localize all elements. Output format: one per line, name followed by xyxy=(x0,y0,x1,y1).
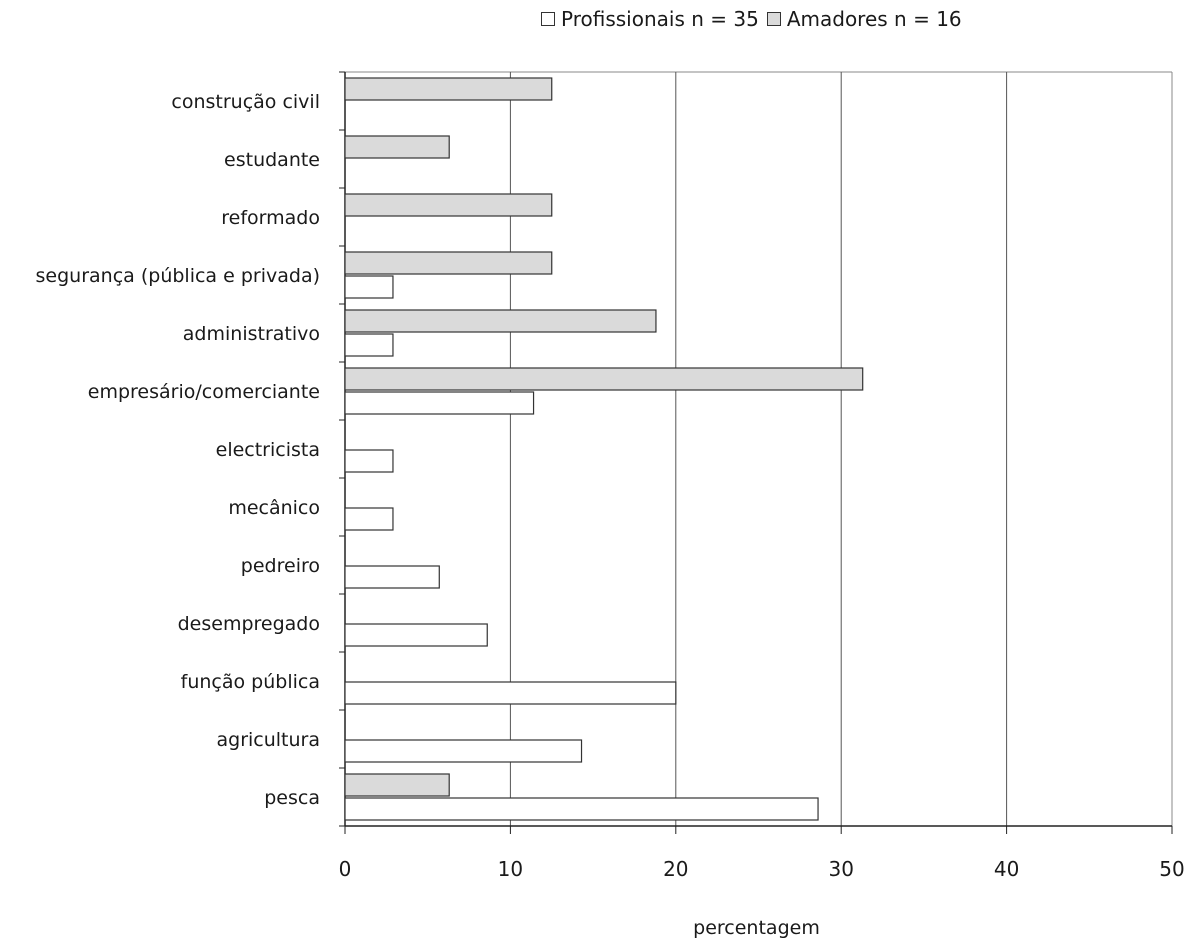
x-tick-label: 30 xyxy=(828,857,853,881)
legend-swatch-amadores xyxy=(766,12,781,26)
bar-profissionais xyxy=(344,739,583,763)
category-label: segurança (pública e privada) xyxy=(36,265,320,287)
bar-amadores xyxy=(344,77,553,101)
category-label: agricultura xyxy=(216,729,320,751)
chart-legend: Profissionais n = 35 Amadores n = 16 xyxy=(541,6,970,32)
bar-profissionais xyxy=(344,507,394,531)
bar-amadores xyxy=(344,367,864,391)
bar-amadores xyxy=(344,135,450,159)
legend-item-amadores: Amadores n = 16 xyxy=(766,7,962,31)
x-tick-label: 40 xyxy=(994,857,1019,881)
category-label: administrativo xyxy=(183,323,320,345)
x-tick-label: 20 xyxy=(663,857,688,881)
bar-profissionais xyxy=(344,623,488,647)
x-axis-title: percentagem xyxy=(693,917,820,939)
legend-swatch-profissionais xyxy=(541,12,555,26)
bar-profissionais xyxy=(344,391,535,415)
x-tick-label: 0 xyxy=(339,857,352,881)
category-label: pedreiro xyxy=(241,555,320,577)
category-label: empresário/comerciante xyxy=(88,381,320,403)
category-label: desempregado xyxy=(178,613,320,635)
x-tick-label: 50 xyxy=(1159,857,1184,881)
bar-profissionais xyxy=(344,797,819,821)
bar-amadores xyxy=(344,193,553,217)
category-label: mecânico xyxy=(228,497,320,519)
bar-profissionais xyxy=(344,681,677,705)
bar-profissionais xyxy=(344,275,394,299)
bar-amadores xyxy=(344,773,450,797)
category-label: construção civil xyxy=(171,91,320,113)
legend-label-profissionais: Profissionais n = 35 xyxy=(561,7,759,31)
bar-profissionais xyxy=(344,449,394,473)
bar-amadores xyxy=(344,251,553,275)
bar-profissionais xyxy=(344,333,394,357)
category-label: estudante xyxy=(224,149,320,171)
category-label: reformado xyxy=(221,207,320,229)
category-label: pesca xyxy=(264,787,320,809)
category-label: função pública xyxy=(181,671,320,693)
legend-label-amadores: Amadores n = 16 xyxy=(786,7,962,31)
category-label: electricista xyxy=(216,439,320,461)
legend-item-profissionais: Profissionais n = 35 xyxy=(541,7,759,31)
bar-profissionais xyxy=(344,565,440,589)
bar-amadores xyxy=(344,309,657,333)
x-tick-label: 10 xyxy=(498,857,523,881)
